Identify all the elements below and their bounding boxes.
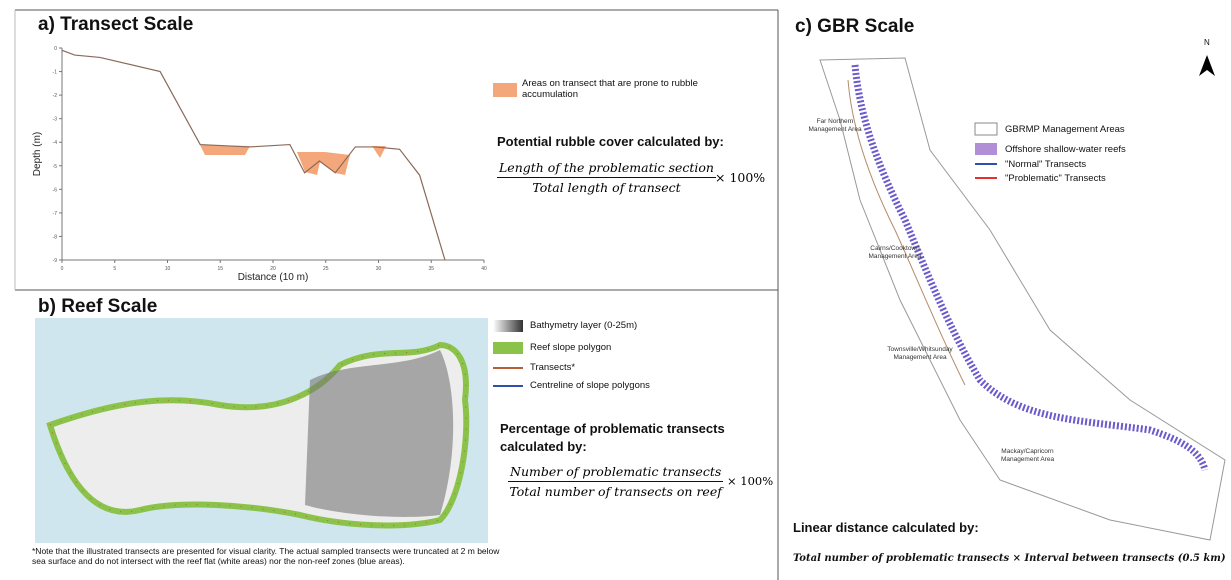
- y-tick-label: -9: [53, 258, 58, 264]
- area-label: Mackay/Capricorn Management Area: [995, 448, 1060, 464]
- figure: 05101520253035400-1-2-3-4-5-6-7-8-9Dista…: [0, 0, 1231, 580]
- formula-heading: Percentage of problematic transects calc…: [500, 420, 760, 456]
- area-label: Far Northern Management Area: [805, 118, 865, 134]
- formula-heading: Potential rubble cover calculated by:: [497, 134, 724, 149]
- panel-title: b) Reef Scale: [38, 296, 157, 318]
- panel-title: c) GBR Scale: [795, 16, 914, 38]
- numerator: Number of problematic transects: [508, 464, 723, 482]
- formula: Total number of problematic transects × …: [793, 553, 1226, 564]
- x-tick-label: 15: [217, 266, 223, 272]
- x-tick-label: 25: [323, 266, 329, 272]
- numerator: Length of the problematic section: [497, 160, 716, 178]
- legend-label: Areas on transect that are prone to rubb…: [522, 78, 722, 100]
- area-label: Townsville/Whitsunday Management Area: [880, 346, 960, 362]
- multiplier: × 100%: [715, 170, 765, 185]
- y-tick-label: -4: [53, 140, 58, 146]
- y-tick-label: 0: [54, 46, 57, 52]
- legend-swatch: [975, 143, 997, 155]
- y-tick-label: -8: [53, 234, 58, 240]
- legend-label: "Problematic" Transects: [1005, 173, 1106, 184]
- legend-swatch: [493, 342, 523, 354]
- y-tick-label: -7: [53, 211, 58, 217]
- legend-label: Transects*: [530, 362, 575, 373]
- y-tick-label: -3: [53, 117, 58, 123]
- legend-label: "Normal" Transects: [1005, 159, 1086, 170]
- y-axis-label: Depth (m): [32, 132, 43, 176]
- panel-title: a) Transect Scale: [38, 14, 193, 36]
- legend-label: Centreline of slope polygons: [530, 380, 650, 391]
- north-arrow: [1199, 55, 1215, 76]
- x-tick-label: 35: [428, 266, 434, 272]
- x-tick-label: 30: [376, 266, 382, 272]
- legend-label: Bathymetry layer (0-25m): [530, 320, 637, 331]
- legend-label: Reef slope polygon: [530, 342, 611, 353]
- x-tick-label: 5: [113, 266, 116, 272]
- y-tick-label: -6: [53, 187, 58, 193]
- x-tick-label: 0: [61, 266, 64, 272]
- y-tick-label: -2: [53, 93, 58, 99]
- x-tick-label: 10: [165, 266, 171, 272]
- x-tick-label: 40: [481, 266, 487, 272]
- legend-swatch: [493, 320, 523, 332]
- denominator: Total number of transects on reef: [508, 482, 723, 499]
- denominator: Total length of transect: [497, 178, 716, 195]
- legend-label: GBRMP Management Areas: [1005, 124, 1125, 135]
- depth-profile: [62, 50, 445, 260]
- legend-swatch: [975, 123, 997, 135]
- area-label: Cairns/Cooktown Management Area: [865, 245, 925, 261]
- formula-heading: Linear distance calculated by:: [793, 520, 979, 535]
- y-tick-label: -5: [53, 164, 58, 170]
- north-label: N: [1204, 38, 1210, 47]
- legend-swatch: [493, 83, 517, 97]
- multiplier: × 100%: [727, 474, 773, 488]
- note: *Note that the illustrated transects are…: [32, 546, 502, 580]
- legend-label: Offshore shallow-water reefs: [1005, 144, 1126, 155]
- bathymetry: [305, 350, 453, 517]
- y-tick-label: -1: [53, 70, 58, 76]
- x-axis-label: Distance (10 m): [238, 272, 309, 283]
